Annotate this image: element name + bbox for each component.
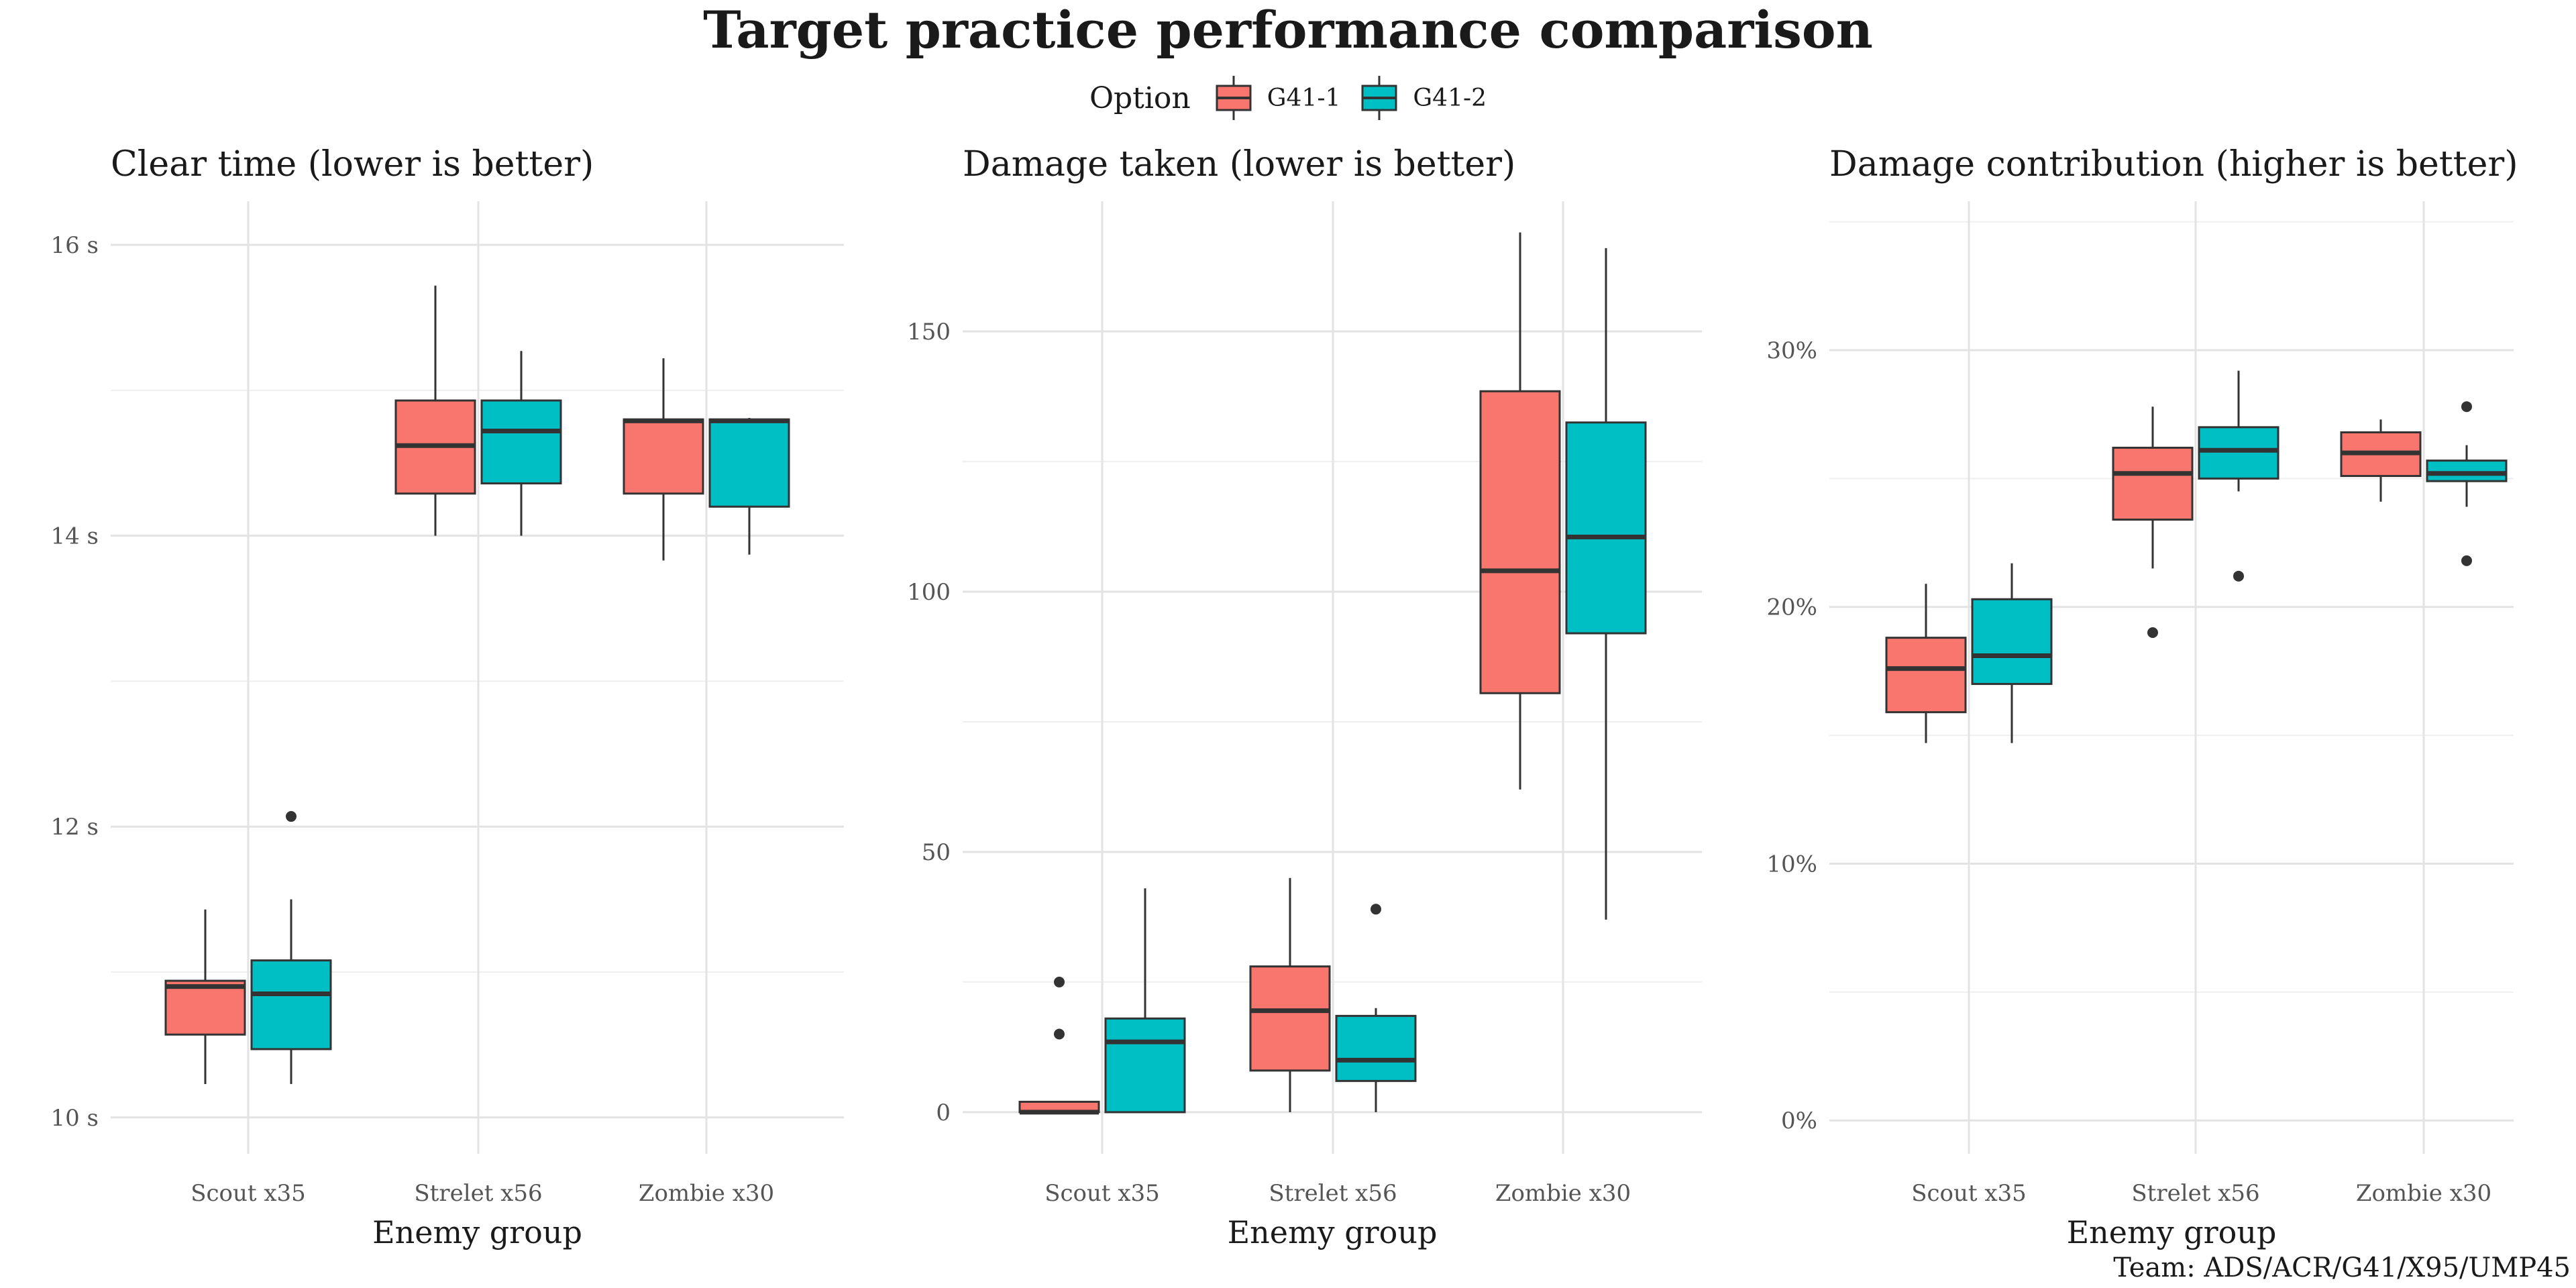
- box-body: [2112, 446, 2194, 521]
- y-tick-label: 50: [922, 839, 951, 866]
- box-g41-2-1: [250, 811, 332, 1084]
- box-g41-1-2: [1249, 877, 1331, 1112]
- box-g41-2-1: [1104, 888, 1186, 1114]
- box-g41-1-3: [1479, 232, 1561, 790]
- legend-key-g41-2: [1361, 76, 1397, 120]
- panel-title-clear-time: Clear time (lower is better): [111, 144, 594, 184]
- legend-label-g41-1: G41-1: [1267, 84, 1341, 112]
- box-body: [250, 959, 332, 1051]
- outlier-point: [286, 811, 297, 822]
- box-body: [164, 979, 246, 1036]
- x-tick-label: Strelet x56: [414, 1180, 542, 1207]
- box-g41-2-2: [480, 351, 562, 536]
- box-body: [623, 418, 704, 495]
- box-g41-1-2: [394, 285, 476, 536]
- legend-title: Option: [1089, 80, 1191, 115]
- y-tick-label: 10%: [1766, 851, 1817, 877]
- y-tick-label: 0%: [1781, 1108, 1817, 1134]
- outlier-point: [2147, 627, 2158, 639]
- legend-item-g41-1: G41-1: [1215, 74, 1341, 121]
- x-tick-label: Scout x35: [191, 1180, 306, 1207]
- outlier-point: [2461, 401, 2472, 413]
- legend: Option G41-1 G41-2: [0, 72, 2576, 123]
- box-g41-1-1: [1885, 584, 1967, 743]
- box-g41-1-3: [2340, 419, 2422, 502]
- box-g41-1-1: [164, 909, 246, 1084]
- outlier-point: [1054, 976, 1065, 987]
- y-tick-label: 30%: [1766, 337, 1817, 364]
- box-body: [1971, 598, 2053, 686]
- box-body: [480, 399, 562, 485]
- box-g41-2-1: [1971, 563, 2053, 743]
- x-axis-title: Enemy group: [1228, 1214, 1438, 1250]
- y-tick-label: 150: [907, 319, 951, 345]
- box-g41-2-2: [1335, 904, 1417, 1112]
- panel-title-damage-contribution: Damage contribution (higher is better): [1829, 144, 2518, 184]
- x-axis-title: Enemy group: [372, 1214, 582, 1250]
- box-body: [2198, 426, 2279, 480]
- box-body: [1565, 421, 1647, 635]
- x-tick-label: Zombie x30: [1495, 1180, 1631, 1207]
- outlier-point: [2233, 570, 2244, 582]
- box-g41-1-2: [2112, 407, 2194, 639]
- x-tick-label: Strelet x56: [1269, 1180, 1397, 1207]
- caption: Team: ADS/ACR/G41/X95/UMP45: [2113, 1252, 2571, 1283]
- y-tick-label: 20%: [1766, 594, 1817, 621]
- y-tick-label: 16 s: [50, 232, 99, 259]
- box-g41-1-1: [1018, 976, 1100, 1115]
- x-tick-label: Scout x35: [1044, 1180, 1160, 1207]
- chart-title: Target practice performance comparison: [703, 0, 1873, 60]
- box-body: [1479, 390, 1561, 694]
- box-body: [1249, 965, 1331, 1072]
- box-g41-2-3: [1565, 248, 1647, 920]
- box-body: [1104, 1017, 1186, 1114]
- box-g41-2-2: [2198, 370, 2279, 582]
- panel-title-damage-taken: Damage taken (lower is better): [963, 144, 1516, 184]
- y-tick-label: 14 s: [50, 523, 99, 550]
- x-tick-label: Zombie x30: [639, 1180, 774, 1207]
- x-axis-title: Enemy group: [2067, 1214, 2277, 1250]
- x-tick-label: Scout x35: [1911, 1180, 2027, 1207]
- box-body: [1885, 637, 1967, 714]
- outlier-point: [1371, 904, 1381, 915]
- outlier-point: [1054, 1028, 1065, 1040]
- y-tick-label: 12 s: [50, 814, 99, 841]
- legend-item-g41-2: G41-2: [1360, 74, 1487, 121]
- outlier-point: [2461, 555, 2472, 566]
- y-tick-label: 10 s: [50, 1105, 99, 1132]
- box-body: [708, 418, 790, 508]
- box-g41-2-3: [708, 418, 790, 555]
- box-g41-1-3: [623, 358, 704, 561]
- legend-key-g41-1: [1216, 76, 1252, 120]
- x-tick-label: Strelet x56: [2131, 1180, 2259, 1207]
- box-body: [2426, 460, 2508, 482]
- box-g41-2-3: [2426, 401, 2508, 566]
- box-body: [1335, 1014, 1417, 1082]
- legend-label-g41-2: G41-2: [1413, 84, 1487, 112]
- y-tick-label: 100: [907, 579, 951, 606]
- y-tick-label: 0: [936, 1099, 951, 1126]
- x-tick-label: Zombie x30: [2356, 1180, 2491, 1207]
